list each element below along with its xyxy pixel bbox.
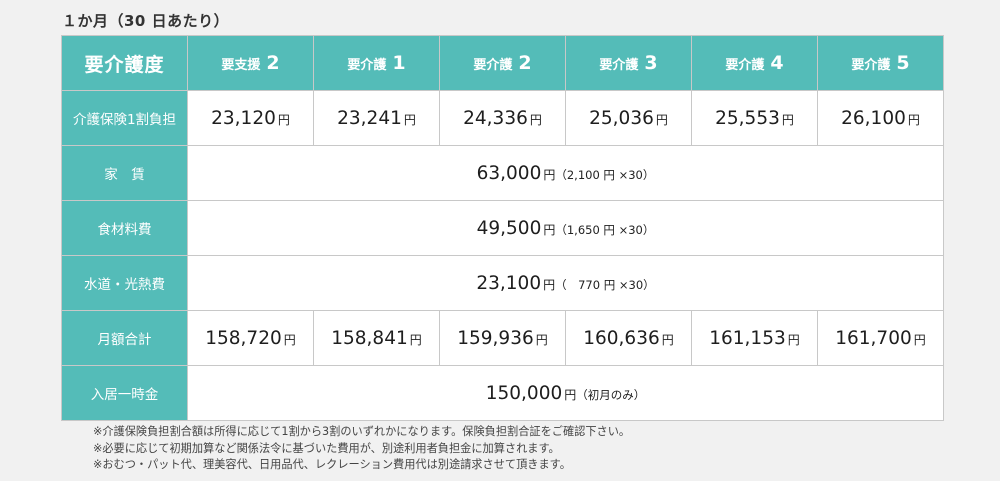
amount: 24,336 xyxy=(463,107,528,129)
food-note: （1,650 円 ×30） xyxy=(555,222,655,237)
level-header: 要介護 3 xyxy=(565,35,692,91)
copay-cell: 25,036 円 xyxy=(565,90,692,146)
food-row: 食材料費 49,500 円（1,650 円 ×30） xyxy=(61,200,944,256)
yen-unit: 円 xyxy=(543,167,556,182)
yen-unit: 円 xyxy=(907,112,920,127)
amount: 161,700 xyxy=(835,327,912,349)
amount: 158,720 xyxy=(205,327,282,349)
amount: 23,120 xyxy=(211,107,276,129)
footnote: ※必要に応じて初期加算など関係法令に基づいた費用が、別途利用者負担金に加算されま… xyxy=(93,441,560,455)
yen-unit: 円 xyxy=(655,112,668,127)
copay-label: 介護保険1割負担 xyxy=(61,90,188,146)
yen-unit: 円 xyxy=(529,112,542,127)
level-label: 要介護 xyxy=(725,58,765,73)
level-label: 要介護 xyxy=(851,58,891,73)
total-cell: 159,936 円 xyxy=(439,310,566,366)
level-header: 要介護 1 xyxy=(313,35,440,91)
yen-unit: 円 xyxy=(535,332,548,347)
rent-note: （2,100 円 ×30） xyxy=(555,167,655,182)
footnotes: ※介護保険負担割合額は所得に応じて1割から3割のいずれかになります。保険負担割合… xyxy=(93,424,630,474)
deposit-cell: 150,000 円（初月のみ） xyxy=(187,365,944,421)
level-header: 要介護 2 xyxy=(439,35,566,91)
yen-unit: 円 xyxy=(543,222,556,237)
utilities-note: （ 770 円 ×30） xyxy=(555,277,655,292)
level-number: 1 xyxy=(392,52,406,74)
yen-unit: 円 xyxy=(277,112,290,127)
care-level-header: 要介護度 xyxy=(61,35,188,91)
amount: 26,100 xyxy=(841,107,906,129)
level-number: 2 xyxy=(266,52,280,74)
yen-unit: 円 xyxy=(564,387,577,402)
rent-row: 家 賃 63,000 円（2,100 円 ×30） xyxy=(61,145,944,201)
yen-unit: 円 xyxy=(409,332,422,347)
total-cell: 158,841 円 xyxy=(313,310,440,366)
amount: 23,241 xyxy=(337,107,402,129)
copay-cell: 25,553 円 xyxy=(691,90,818,146)
deposit-label: 入居一時金 xyxy=(61,365,188,421)
deposit-note: （初月のみ） xyxy=(576,387,646,402)
level-label: 要介護 xyxy=(599,58,639,73)
utilities-row: 水道・光熱費 23,100 円（ 770 円 ×30） xyxy=(61,255,944,311)
total-cell: 158,720 円 xyxy=(187,310,314,366)
level-label: 要支援 xyxy=(221,58,261,73)
total-cell: 160,636 円 xyxy=(565,310,692,366)
yen-unit: 円 xyxy=(283,332,296,347)
amount: 159,936 xyxy=(457,327,534,349)
yen-unit: 円 xyxy=(543,277,556,292)
amount: 158,841 xyxy=(331,327,408,349)
total-cell: 161,700 円 xyxy=(817,310,944,366)
yen-unit: 円 xyxy=(787,332,800,347)
yen-unit: 円 xyxy=(661,332,674,347)
level-number: 5 xyxy=(896,52,910,74)
amount: 63,000 xyxy=(476,162,542,184)
copay-row: 介護保険1割負担 23,120 円 23,241 円 24,336 円 25,036 円… xyxy=(61,90,944,146)
level-label: 要介護 xyxy=(473,58,513,73)
header-row: 要介護度 要支援 2 要介護 1 要介護 2 要介護 3 要介護 4 要介護 5 xyxy=(61,35,944,91)
yen-unit: 円 xyxy=(913,332,926,347)
level-number: 3 xyxy=(644,52,658,74)
level-number: 4 xyxy=(770,52,784,74)
total-label: 月額合計 xyxy=(61,310,188,366)
amount: 161,153 xyxy=(709,327,786,349)
fee-table: 要介護度 要支援 2 要介護 1 要介護 2 要介護 3 要介護 4 要介護 5 介護保険1… xyxy=(61,35,944,421)
level-header: 要介護 4 xyxy=(691,35,818,91)
amount: 49,500 xyxy=(476,217,542,239)
deposit-row: 入居一時金 150,000 円（初月のみ） xyxy=(61,365,944,421)
footnote: ※おむつ・パット代、理美容代、日用品代、レクレーション費用代は別途請求させて頂き… xyxy=(93,458,571,471)
copay-cell: 26,100 円 xyxy=(817,90,944,146)
level-header: 要支援 2 xyxy=(187,35,314,91)
copay-cell: 23,120 円 xyxy=(187,90,314,146)
utilities-label: 水道・光熱費 xyxy=(61,255,188,311)
amount: 150,000 xyxy=(485,382,563,404)
food-label: 食材料費 xyxy=(61,200,188,256)
footnote: ※介護保険負担割合額は所得に応じて1割から3割のいずれかになります。保険負担割合… xyxy=(93,425,631,438)
amount: 23,100 xyxy=(476,272,542,294)
total-row: 月額合計 158,720 円 158,841 円 159,936 円 160,636 円… xyxy=(61,310,944,366)
copay-cell: 23,241 円 xyxy=(313,90,440,146)
level-header: 要介護 5 xyxy=(817,35,944,91)
copay-cell: 24,336 円 xyxy=(439,90,566,146)
amount: 25,036 xyxy=(589,107,654,129)
total-cell: 161,153 円 xyxy=(691,310,818,366)
table-caption: １か月（30 日あたり） xyxy=(62,12,230,30)
yen-unit: 円 xyxy=(403,112,416,127)
amount: 160,636 xyxy=(583,327,660,349)
yen-unit: 円 xyxy=(781,112,794,127)
amount: 25,553 xyxy=(715,107,780,129)
food-cell: 49,500 円（1,650 円 ×30） xyxy=(187,200,944,256)
level-label: 要介護 xyxy=(347,58,387,73)
level-number: 2 xyxy=(518,52,532,74)
rent-cell: 63,000 円（2,100 円 ×30） xyxy=(187,145,944,201)
rent-label: 家 賃 xyxy=(61,145,188,201)
utilities-cell: 23,100 円（ 770 円 ×30） xyxy=(187,255,944,311)
